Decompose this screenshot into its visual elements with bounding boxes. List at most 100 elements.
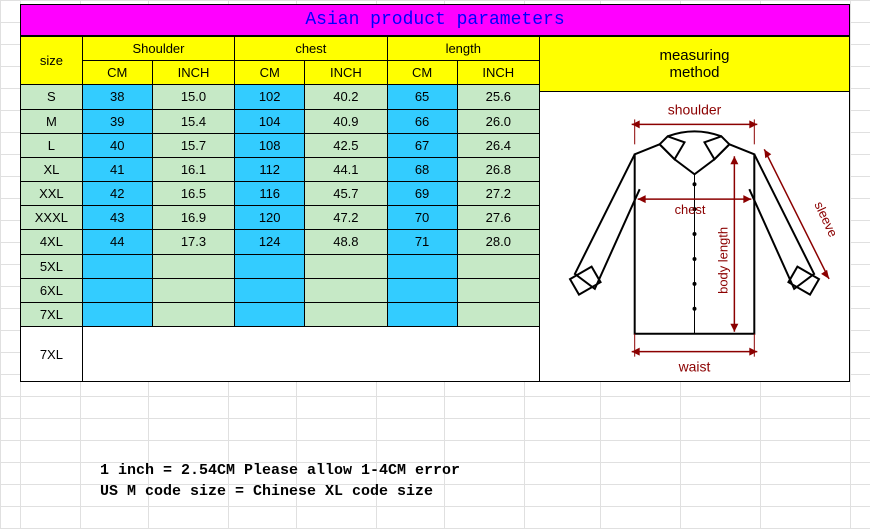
cell-sh_in: 16.1	[152, 157, 234, 181]
col-shoulder-cm: CM	[82, 61, 152, 85]
cell-sh_in: 17.3	[152, 230, 234, 254]
cell-le_in	[457, 302, 539, 326]
cell-sh_in	[152, 254, 234, 278]
footer-note: 1 inch = 2.54CM Please allow 1-4CM error…	[100, 460, 460, 502]
col-chest: chest	[235, 37, 387, 61]
cell-le_in: 26.0	[457, 109, 539, 133]
cell-sh_in	[152, 302, 234, 326]
cell-ch_in	[305, 254, 387, 278]
cell-le_cm: 68	[387, 157, 457, 181]
label-sleeve: sleeve	[811, 199, 840, 239]
footer-line1: 1 inch = 2.54CM Please allow 1-4CM error	[100, 460, 460, 481]
cell-le_cm: 67	[387, 133, 457, 157]
col-chest-inch: INCH	[305, 61, 387, 85]
table-row: 6XL	[21, 278, 540, 302]
cell-sh_cm	[82, 302, 152, 326]
table-row: XXXL4316.912047.27027.6	[21, 206, 540, 230]
cell-le_in	[457, 278, 539, 302]
cell-sh_in	[152, 278, 234, 302]
cell-ch_cm	[235, 278, 305, 302]
col-length: length	[387, 37, 539, 61]
cell-ch_in	[305, 278, 387, 302]
table-row: 7XL	[21, 302, 540, 326]
cell-sh_cm: 41	[82, 157, 152, 181]
cell-ch_in	[305, 302, 387, 326]
cell-size: XXXL	[21, 206, 83, 230]
cell-sh_cm	[82, 278, 152, 302]
col-shoulder-inch: INCH	[152, 61, 234, 85]
table-row: 5XL	[21, 254, 540, 278]
cell-sh_cm: 43	[82, 206, 152, 230]
cell-size: 4XL	[21, 230, 83, 254]
cell-ch_cm	[235, 254, 305, 278]
cell-ch_in: 40.2	[305, 85, 387, 109]
cell-le_in	[457, 254, 539, 278]
label-chest: chest	[675, 202, 706, 217]
cell-le_cm: 66	[387, 109, 457, 133]
size-table: size Shoulder chest length CM INCH CM IN…	[20, 36, 540, 382]
cell-le_cm: 65	[387, 85, 457, 109]
cell-sh_cm: 39	[82, 109, 152, 133]
cell-sh_in: 16.5	[152, 182, 234, 206]
cell-le_in: 28.0	[457, 230, 539, 254]
cell-size: 6XL	[21, 278, 83, 302]
cell-size: L	[21, 133, 83, 157]
cell-ch_cm: 124	[235, 230, 305, 254]
cell-ch_in: 48.8	[305, 230, 387, 254]
title: Asian product parameters	[20, 4, 850, 36]
cell-ch_in: 44.1	[305, 157, 387, 181]
measuring-header: measuring method	[540, 37, 849, 92]
col-chest-cm: CM	[235, 61, 305, 85]
cell-ch_cm: 116	[235, 182, 305, 206]
measuring-line1: measuring	[540, 47, 849, 64]
footer-line2: US M code size = Chinese XL code size	[100, 481, 460, 502]
label-shoulder: shoulder	[668, 101, 722, 117]
col-shoulder: Shoulder	[82, 37, 234, 61]
cell-ch_in: 40.9	[305, 109, 387, 133]
cell-sh_cm: 42	[82, 182, 152, 206]
bottom-empty	[82, 327, 539, 382]
col-length-inch: INCH	[457, 61, 539, 85]
cell-size: 5XL	[21, 254, 83, 278]
cell-sh_cm: 38	[82, 85, 152, 109]
label-body-length: body length	[715, 227, 730, 294]
cell-le_cm: 71	[387, 230, 457, 254]
cell-le_cm: 70	[387, 206, 457, 230]
cell-sh_cm	[82, 254, 152, 278]
cell-sh_cm: 44	[82, 230, 152, 254]
content-row: size Shoulder chest length CM INCH CM IN…	[20, 36, 850, 382]
bottom-label: 7XL	[21, 327, 83, 382]
cell-sh_in: 15.7	[152, 133, 234, 157]
table-row: S3815.010240.26525.6	[21, 85, 540, 109]
cell-ch_in: 47.2	[305, 206, 387, 230]
cell-ch_in: 45.7	[305, 182, 387, 206]
cell-ch_cm: 104	[235, 109, 305, 133]
cell-size: XXL	[21, 182, 83, 206]
shirt-svg: shoulder chest sleeve body length	[540, 92, 849, 381]
table-row: XL4116.111244.16826.8	[21, 157, 540, 181]
cell-size: M	[21, 109, 83, 133]
measuring-panel: measuring method	[540, 36, 850, 382]
cell-le_cm	[387, 278, 457, 302]
cell-ch_in: 42.5	[305, 133, 387, 157]
cell-ch_cm: 108	[235, 133, 305, 157]
cell-size: XL	[21, 157, 83, 181]
cell-sh_in: 16.9	[152, 206, 234, 230]
table-row: 4XL4417.312448.87128.0	[21, 230, 540, 254]
table-row: XXL4216.511645.76927.2	[21, 182, 540, 206]
cell-sh_in: 15.4	[152, 109, 234, 133]
measuring-line2: method	[540, 64, 849, 81]
col-length-cm: CM	[387, 61, 457, 85]
cell-ch_cm	[235, 302, 305, 326]
cell-le_in: 25.6	[457, 85, 539, 109]
cell-ch_cm: 112	[235, 157, 305, 181]
cell-le_cm: 69	[387, 182, 457, 206]
cell-le_cm	[387, 302, 457, 326]
cell-ch_cm: 120	[235, 206, 305, 230]
table-row: L4015.710842.56726.4	[21, 133, 540, 157]
cell-sh_cm: 40	[82, 133, 152, 157]
cell-le_in: 27.2	[457, 182, 539, 206]
cell-le_in: 26.8	[457, 157, 539, 181]
cell-ch_cm: 102	[235, 85, 305, 109]
shirt-diagram: shoulder chest sleeve body length	[540, 92, 849, 381]
